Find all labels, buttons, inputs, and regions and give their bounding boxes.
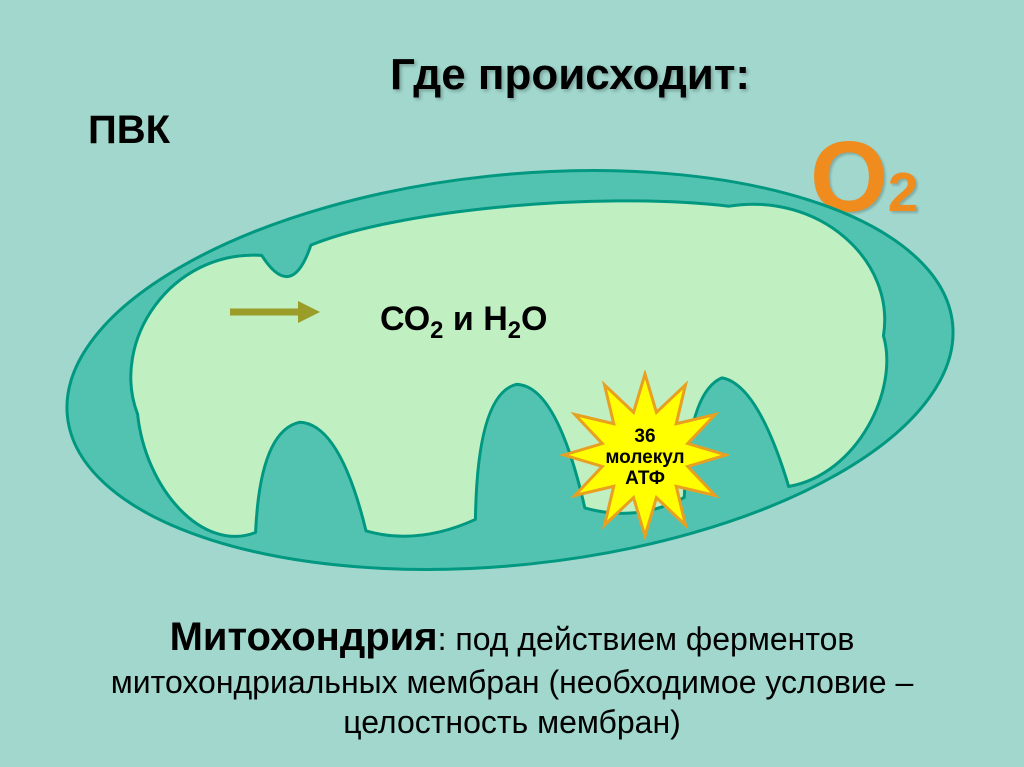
atp-starburst: 36 молекул АТФ	[560, 370, 730, 540]
atp-text: 36 молекул АТФ	[560, 427, 730, 490]
caption-text: Митохондрия: под действием ферментов мит…	[0, 612, 1024, 742]
formula-and-h: и Н	[443, 300, 507, 338]
atp-line-2: молекул	[560, 448, 730, 469]
atp-line-1: 36	[560, 427, 730, 448]
products-formula: СО2 и Н2О	[380, 300, 547, 345]
formula-co-sub: 2	[430, 317, 443, 344]
formula-o: О	[521, 300, 547, 338]
diagram-canvas: Где происходит: ПВК О2 СО2 и Н2О 36 моле…	[0, 0, 1024, 767]
caption-bold: Митохондрия	[170, 615, 438, 659]
formula-h-sub: 2	[508, 317, 521, 344]
formula-co: СО	[380, 300, 430, 338]
atp-line-3: АТФ	[560, 469, 730, 490]
